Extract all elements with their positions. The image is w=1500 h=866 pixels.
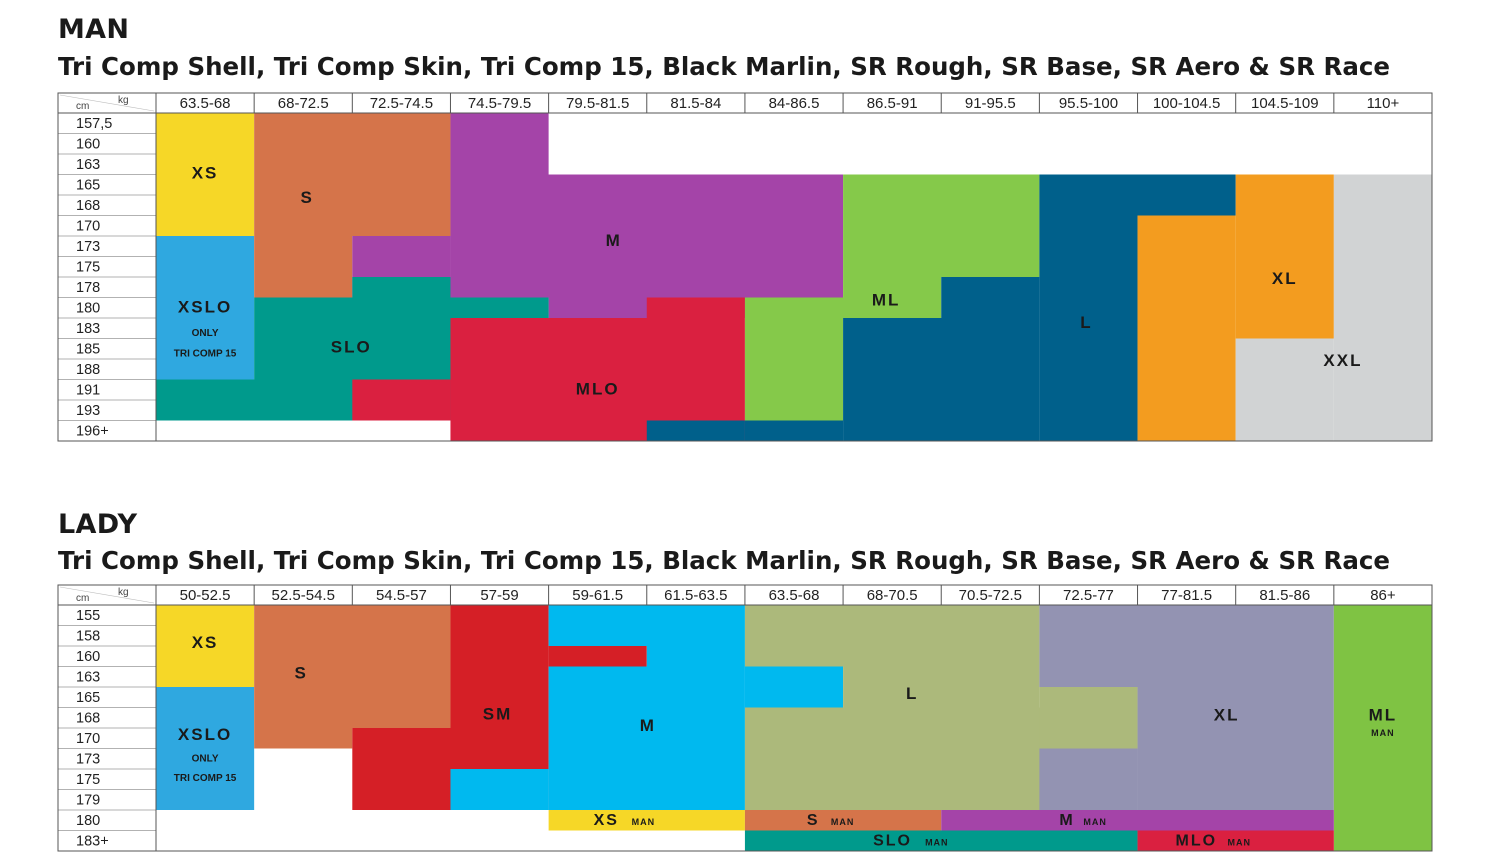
lady-size-label: SM	[483, 705, 513, 724]
lady-height-label: 160	[76, 649, 100, 665]
lady-weight-label: 52.5-54.5	[272, 587, 335, 604]
lady-size-chart: 50-52.5 52.5-54.5 54.5-57 57-59 59-61.5 61.5-…	[0, 0, 1500, 866]
lady-xl-area	[1039, 605, 1333, 687]
lady-size-label: M	[640, 716, 656, 735]
lady-height-label: 155	[76, 608, 100, 624]
lady-height-label: 170	[76, 731, 100, 747]
lady-size-label: XS	[192, 633, 219, 652]
lady-m-area	[450, 769, 548, 810]
lady-m-area	[549, 605, 745, 646]
lady-height-label: 179	[76, 793, 100, 809]
lady-height-label: 173	[76, 752, 100, 768]
lady-height-label: 183+	[76, 834, 109, 850]
lady-height-label: 163	[76, 670, 100, 686]
lady-s-area	[254, 605, 450, 728]
lady-m-area	[647, 646, 745, 667]
lady-size-label: S	[295, 664, 308, 683]
lady-height-label: 158	[76, 629, 100, 645]
lady-m-area	[549, 667, 745, 811]
lady-weight-label: 86+	[1370, 587, 1396, 604]
lady-height-label: 180	[76, 813, 100, 829]
lady-mlo-man-label: MLO	[1176, 833, 1218, 850]
lady-weight-label: 59-61.5	[572, 587, 623, 604]
lady-weight-label: 50-52.5	[180, 587, 231, 604]
lady-size-label: L	[906, 684, 918, 703]
lady-weight-label: 61.5-63.5	[664, 587, 727, 604]
lady-s-man-label: S	[807, 812, 820, 829]
lady-corner-kg: kg	[118, 587, 129, 598]
lady-xs-man-label: XS	[594, 812, 619, 829]
lady-size-label: ML	[1369, 706, 1398, 725]
lady-m-man-label-note: MAN	[1083, 817, 1107, 827]
lady-size-label: XSLO	[178, 725, 232, 744]
lady-sm-area	[450, 605, 548, 687]
lady-weight-label: 54.5-57	[376, 587, 427, 604]
lady-xs-man-label-note: MAN	[632, 817, 656, 827]
lady-s-area	[254, 728, 352, 749]
lady-m-man-area	[941, 810, 1334, 831]
lady-xslo-area	[156, 687, 254, 810]
lady-mlo-man-label-note: MAN	[1228, 838, 1252, 848]
lady-slo-man-label: SLO	[873, 833, 912, 850]
lady-height-label: 175	[76, 772, 100, 788]
lady-weight-label: 57-59	[480, 587, 518, 604]
lady-height-label: 165	[76, 690, 100, 706]
lady-corner-cm: cm	[76, 593, 89, 604]
lady-weight-label: 63.5-68	[769, 587, 820, 604]
lady-l-area	[843, 667, 1039, 708]
lady-size-label: XL	[1214, 706, 1240, 725]
lady-xl-area	[1039, 749, 1137, 811]
lady-l-area	[1039, 687, 1137, 749]
lady-m-man-label: M	[1059, 812, 1074, 829]
lady-s-man-label-note: MAN	[831, 817, 855, 827]
lady-weight-label: 77-81.5	[1161, 587, 1212, 604]
lady-sm-area	[549, 646, 647, 667]
lady-weight-label: 68-70.5	[867, 587, 918, 604]
lady-size-note: MAN	[1371, 728, 1395, 738]
lady-weight-label: 70.5-72.5	[959, 587, 1022, 604]
lady-l-area	[745, 605, 1039, 667]
lady-height-label: 168	[76, 711, 100, 727]
lady-slo-man-label-note: MAN	[925, 838, 949, 848]
lady-weight-label: 72.5-77	[1063, 587, 1114, 604]
lady-weight-label: 81.5-86	[1259, 587, 1310, 604]
lady-size-note: TRI COMP 15	[174, 773, 237, 784]
lady-size-note: ONLY	[192, 754, 219, 765]
lady-m-area	[745, 667, 843, 708]
